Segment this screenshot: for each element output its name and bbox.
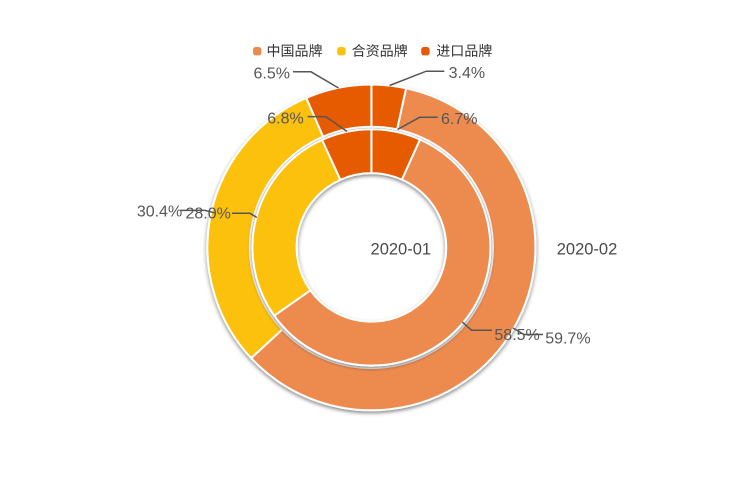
svg-text:58.5%: 58.5% xyxy=(494,327,539,344)
svg-text:2020-02: 2020-02 xyxy=(557,240,618,258)
svg-text:3.4%: 3.4% xyxy=(449,65,485,82)
svg-text:6.7%: 6.7% xyxy=(441,111,477,128)
svg-text:6.8%: 6.8% xyxy=(267,111,303,128)
svg-text:28.0%: 28.0% xyxy=(186,206,231,223)
svg-text:6.5%: 6.5% xyxy=(254,66,290,83)
svg-text:30.4%: 30.4% xyxy=(137,203,182,220)
svg-text:59.7%: 59.7% xyxy=(545,330,590,347)
svg-text:2020-01: 2020-01 xyxy=(371,240,432,258)
